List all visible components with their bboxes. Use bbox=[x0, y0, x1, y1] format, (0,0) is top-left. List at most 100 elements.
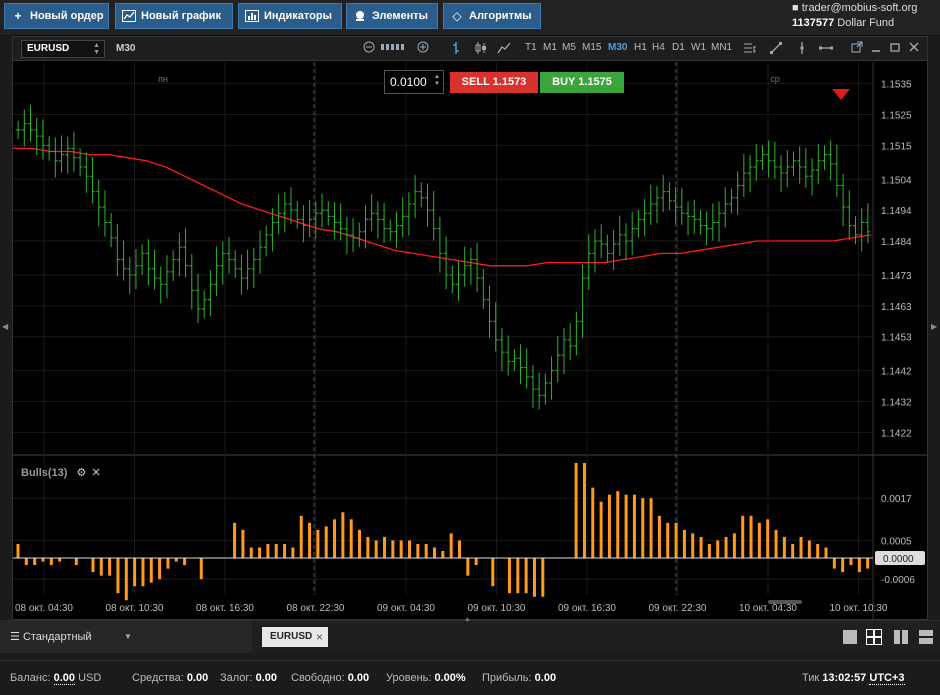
histogram-bar bbox=[632, 494, 636, 559]
price-bar bbox=[573, 312, 579, 356]
price-bar bbox=[536, 372, 542, 410]
price-bar bbox=[617, 215, 623, 256]
panel-expand-icon[interactable]: ▲ bbox=[464, 616, 471, 623]
price-bar bbox=[114, 223, 120, 277]
histogram-bar bbox=[349, 519, 353, 559]
indicators-button[interactable]: Индикаторы bbox=[238, 3, 342, 29]
minimize-icon[interactable] bbox=[870, 41, 882, 57]
price-bar bbox=[456, 260, 462, 301]
histogram-bar bbox=[308, 522, 312, 559]
close-icon[interactable] bbox=[908, 41, 920, 57]
tf-w1[interactable]: W1 bbox=[691, 42, 706, 53]
price-bar bbox=[443, 236, 449, 290]
histogram-bar bbox=[724, 536, 728, 559]
vertical-line-icon[interactable] bbox=[795, 41, 809, 57]
chart-tab-eurusd[interactable]: EURUSD × bbox=[262, 627, 328, 647]
tf-d1[interactable]: D1 bbox=[672, 42, 685, 53]
indicators-label: Индикаторы bbox=[264, 10, 332, 22]
price-bar bbox=[487, 285, 493, 338]
bar-chart-type-icon[interactable] bbox=[450, 41, 462, 57]
price-bar bbox=[828, 140, 834, 181]
price-bar bbox=[294, 200, 300, 229]
tf-h1[interactable]: H1 bbox=[634, 42, 647, 53]
trendline-icon[interactable] bbox=[769, 41, 783, 57]
price-bar bbox=[164, 255, 170, 299]
tab-close-icon[interactable]: × bbox=[315, 630, 323, 644]
profit-value: 0.00 bbox=[534, 672, 557, 684]
profit: Прибыль: 0.00 bbox=[482, 672, 556, 684]
line-chart-type-icon[interactable] bbox=[497, 41, 511, 57]
tf-mn1[interactable]: MN1 bbox=[711, 42, 733, 53]
new-order-button[interactable]: + Новый ордер bbox=[4, 3, 109, 29]
histogram-bar bbox=[699, 536, 703, 559]
bottom-tab-bar: ☰ Стандартный ▼ EURUSD × ▲ bbox=[0, 616, 940, 653]
layout-horizontal-icon[interactable] bbox=[918, 629, 934, 645]
price-bar bbox=[269, 208, 275, 252]
balance-value[interactable]: 0.00 bbox=[53, 672, 75, 685]
histogram-bar bbox=[166, 558, 170, 569]
price-bar bbox=[201, 290, 207, 319]
tf-m1[interactable]: M1 bbox=[543, 42, 557, 53]
price-bar bbox=[176, 232, 182, 277]
price-bar bbox=[158, 266, 164, 304]
left-panel-toggle-icon[interactable]: ◀ bbox=[2, 322, 9, 331]
price-bar bbox=[691, 199, 697, 234]
account-info[interactable]: ■ trader@mobius-soft.org 1137577 Dollar … bbox=[792, 1, 936, 31]
buy-label: BUY bbox=[552, 76, 576, 88]
histogram-bar bbox=[741, 515, 745, 559]
tf-m5[interactable]: M5 bbox=[562, 42, 576, 53]
histogram-bar bbox=[441, 551, 445, 559]
price-bar bbox=[90, 157, 96, 204]
zoom-out-icon[interactable] bbox=[363, 41, 375, 57]
balance-currency: USD bbox=[78, 672, 102, 684]
histogram-bar bbox=[383, 536, 387, 559]
detach-window-icon[interactable] bbox=[851, 41, 863, 57]
tf-h4[interactable]: H4 bbox=[652, 42, 665, 53]
sell-button[interactable]: SELL 1.1573 bbox=[450, 72, 538, 93]
algorithms-button[interactable]: ◇ Алгоритмы bbox=[443, 3, 541, 29]
histogram-bar bbox=[141, 558, 145, 587]
tf-m30[interactable]: M30 bbox=[608, 42, 628, 53]
indicator-icon bbox=[245, 9, 259, 23]
elements-button[interactable]: Элементы bbox=[346, 3, 438, 29]
layout-single-icon[interactable] bbox=[842, 629, 858, 645]
price-bar bbox=[697, 210, 703, 235]
gear-icon[interactable]: ⚙ bbox=[76, 467, 87, 479]
price-bar bbox=[834, 144, 840, 198]
layout-vertical-icon[interactable] bbox=[893, 629, 909, 645]
price-bar bbox=[189, 253, 195, 310]
indicator-close-icon[interactable]: ✕ bbox=[91, 467, 101, 479]
price-bar bbox=[611, 229, 617, 271]
layout-grid-icon[interactable] bbox=[866, 629, 882, 645]
right-panel-toggle-icon[interactable]: ▶ bbox=[931, 322, 938, 331]
histogram-bar bbox=[691, 533, 695, 559]
layout-select[interactable]: ☰ Стандартный ▼ bbox=[0, 621, 252, 653]
zoom-in-icon[interactable] bbox=[417, 41, 429, 57]
price-bar bbox=[387, 219, 393, 242]
price-tick-label: 1.1484 bbox=[881, 237, 912, 248]
buy-button[interactable]: BUY 1.1575 bbox=[540, 72, 624, 93]
horizontal-scrollbar[interactable] bbox=[768, 600, 802, 604]
maximize-icon[interactable] bbox=[889, 41, 901, 57]
histogram-bar bbox=[641, 498, 645, 559]
candle-chart-type-icon[interactable] bbox=[474, 41, 488, 57]
histogram-bar bbox=[58, 558, 62, 562]
price-bar bbox=[71, 131, 77, 172]
horizontal-line-icon[interactable] bbox=[818, 41, 834, 57]
chart-plot[interactable]: пн ср 1.1535 1.1525 1.1515 1.1504 1.1494 1.148… bbox=[13, 62, 927, 620]
price-bar bbox=[34, 118, 40, 156]
lot-size-input[interactable]: 0.0100 ▲ ▼ bbox=[384, 70, 444, 94]
symbol-select[interactable]: EURUSD ▲ ▼ bbox=[21, 40, 105, 58]
price-bar bbox=[474, 242, 480, 293]
price-bar bbox=[15, 120, 21, 140]
level-label: Уровень: bbox=[386, 672, 432, 684]
tf-t1[interactable]: T1 bbox=[525, 42, 537, 53]
profit-label: Прибыль: bbox=[482, 672, 532, 684]
template-icon[interactable] bbox=[743, 41, 757, 57]
timezone-select[interactable]: UTC+3 bbox=[869, 672, 905, 685]
zoom-slider[interactable] bbox=[380, 41, 408, 57]
tf-m15[interactable]: M15 bbox=[582, 42, 602, 53]
time-axis: 08 окт. 04:30 08 окт. 10:30 08 окт. 16:30 0… bbox=[15, 603, 888, 614]
price-bar bbox=[766, 140, 772, 178]
new-chart-button[interactable]: Новый график bbox=[115, 3, 233, 29]
